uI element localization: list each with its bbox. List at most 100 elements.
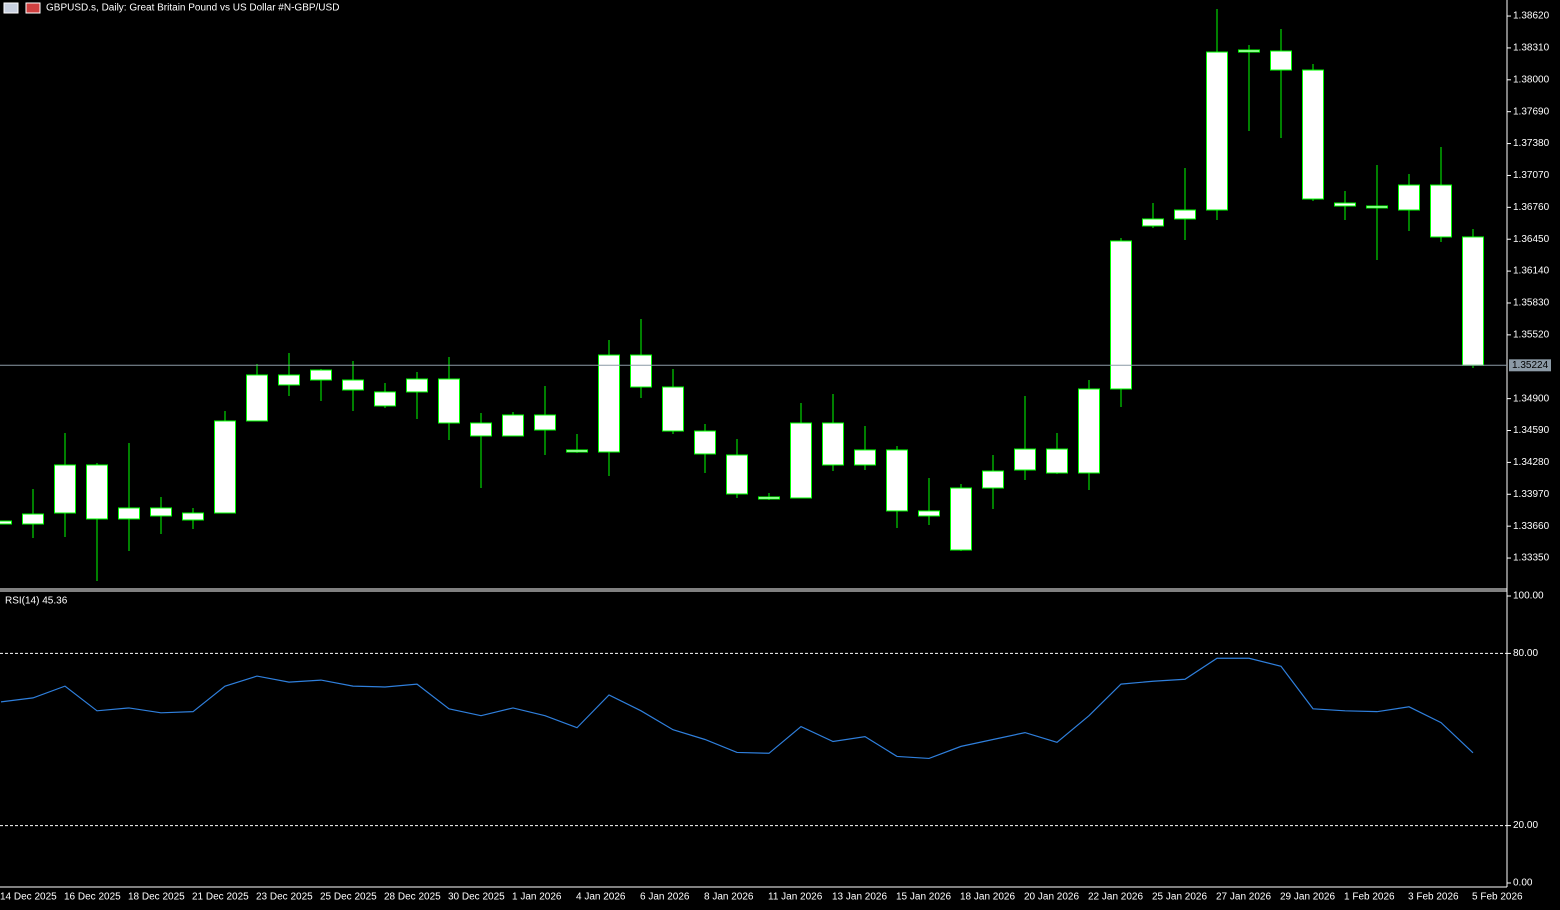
x-tick-label: 11 Jan 2026	[768, 892, 823, 903]
x-tick-label: 16 Dec 2025	[64, 892, 121, 903]
x-tick-label: 4 Jan 2026	[576, 892, 626, 903]
candle-body	[662, 386, 684, 432]
icon	[3, 2, 19, 14]
candle-body	[150, 507, 172, 517]
x-tick-label: 3 Feb 2026	[1408, 892, 1459, 903]
rsi-line	[0, 657, 1474, 760]
y-tick-label: 1.33970	[1513, 489, 1550, 500]
x-tick-label: 21 Dec 2025	[192, 892, 249, 903]
x-tick-label: 30 Dec 2025	[448, 892, 505, 903]
y-tick-label: 1.34590	[1513, 425, 1550, 436]
candle-body	[1270, 50, 1292, 71]
x-tick-label: 22 Jan 2026	[1088, 892, 1143, 903]
x-tick-label: 25 Jan 2026	[1152, 892, 1207, 903]
candle-body	[566, 449, 588, 453]
candle-body	[1430, 184, 1452, 238]
candle-body	[726, 454, 748, 495]
candle-body	[118, 507, 140, 520]
candle-body	[86, 464, 108, 520]
candle-body	[502, 414, 524, 437]
candle-body	[182, 512, 204, 521]
x-tick-label: 14 Dec 2025	[0, 892, 57, 903]
y-tick-label: 1.38000	[1513, 74, 1550, 85]
candle-body	[1462, 236, 1484, 366]
x-tick-label: 27 Jan 2026	[1216, 892, 1271, 903]
x-tick-label: 29 Jan 2026	[1280, 892, 1335, 903]
x-tick-label: 15 Jan 2026	[896, 892, 951, 903]
candle-body	[1238, 49, 1260, 53]
candle-body	[1014, 448, 1036, 471]
x-tick-label: 5 Feb 2026	[1472, 892, 1523, 903]
x-tick-label: 23 Dec 2025	[256, 892, 313, 903]
y-tick-label: 1.33350	[1513, 553, 1550, 564]
candle-body	[246, 374, 268, 422]
x-tick-label: 8 Jan 2026	[704, 892, 754, 903]
x-tick-label: 13 Jan 2026	[832, 892, 887, 903]
candle-body	[1366, 205, 1388, 209]
candle-body	[694, 430, 716, 455]
candle-body	[630, 354, 652, 388]
y-tick-label: 20.00	[1513, 820, 1538, 831]
candle-body	[1078, 388, 1100, 474]
y-tick-label: 1.37380	[1513, 138, 1550, 149]
candle-body	[1206, 51, 1228, 211]
candle-body	[854, 449, 876, 466]
candle-body	[406, 378, 428, 393]
y-tick-label: 80.00	[1513, 648, 1538, 659]
y-tick-label: 1.36760	[1513, 202, 1550, 213]
y-tick-label: 1.35520	[1513, 330, 1550, 341]
candle-body	[1142, 218, 1164, 227]
icon	[25, 2, 41, 14]
y-tick-label: 1.38620	[1513, 11, 1550, 22]
candle-body	[278, 374, 300, 386]
x-tick-label: 25 Dec 2025	[320, 892, 377, 903]
candle-body	[982, 470, 1004, 489]
y-tick-label: 100.00	[1513, 591, 1544, 602]
y-tick-label: 1.36450	[1513, 234, 1550, 245]
candle-body	[1110, 240, 1132, 390]
x-tick-label: 18 Jan 2026	[960, 892, 1015, 903]
candle-body	[0, 520, 12, 525]
candle-body	[374, 391, 396, 407]
y-tick-label: 1.34900	[1513, 393, 1550, 404]
candle-body	[1174, 209, 1196, 220]
candle-body	[1334, 202, 1356, 207]
rsi-label: RSI(14) 45.36	[5, 596, 68, 607]
candle-body	[22, 513, 44, 525]
candle-body	[758, 496, 780, 500]
y-tick-label: 1.38310	[1513, 43, 1550, 54]
y-tick-label: 1.35830	[1513, 298, 1550, 309]
candle-body	[534, 414, 556, 431]
y-tick-label: 1.37070	[1513, 170, 1550, 181]
chart-title: GBPUSD.s, Daily: Great Britain Pound vs …	[46, 3, 339, 14]
y-tick-label: 1.34280	[1513, 457, 1550, 468]
y-tick-label: 1.33660	[1513, 521, 1550, 532]
candle-body	[310, 369, 332, 381]
candle-body	[1046, 448, 1068, 474]
x-tick-label: 1 Feb 2026	[1344, 892, 1395, 903]
candle-body	[918, 510, 940, 517]
candle-body	[950, 487, 972, 551]
current-price-label: 1.35224	[1512, 360, 1549, 371]
x-tick-label: 1 Jan 2026	[512, 892, 562, 903]
candle-body	[438, 378, 460, 424]
x-tick-label: 18 Dec 2025	[128, 892, 185, 903]
candle-body	[214, 420, 236, 514]
x-tick-label: 6 Jan 2026	[640, 892, 690, 903]
candle-body	[790, 422, 812, 499]
y-tick-label: 1.36140	[1513, 266, 1550, 277]
current-price-box	[1509, 359, 1551, 372]
y-tick-label: 0.00	[1513, 878, 1533, 889]
x-tick-label: 20 Jan 2026	[1024, 892, 1079, 903]
candle-body	[1302, 69, 1324, 200]
y-tick-label: 1.37690	[1513, 106, 1550, 117]
x-tick-label: 28 Dec 2025	[384, 892, 441, 903]
candle-body	[1398, 184, 1420, 211]
candle-body	[886, 449, 908, 512]
candle-body	[342, 379, 364, 391]
candle-body	[822, 422, 844, 466]
candle-body	[54, 464, 76, 514]
candle-body	[470, 422, 492, 437]
